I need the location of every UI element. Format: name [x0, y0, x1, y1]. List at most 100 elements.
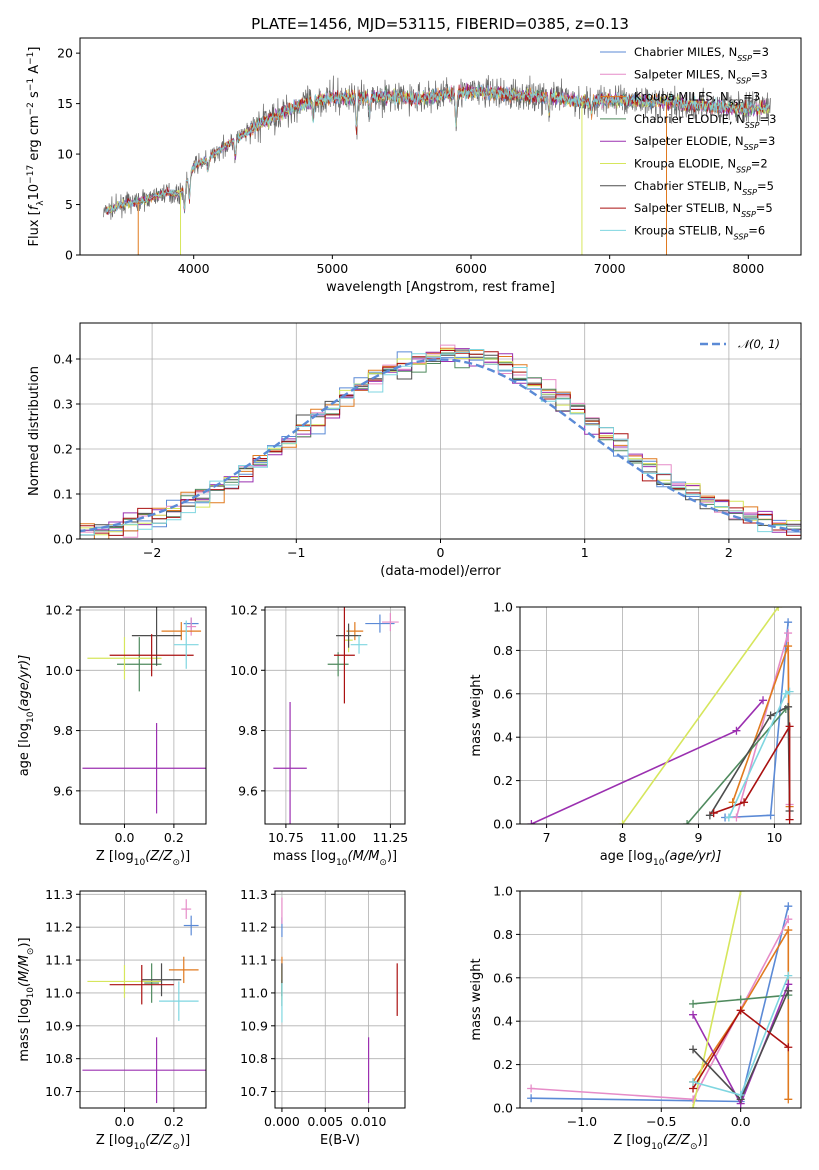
x-axis-label-part: ⊙ [172, 858, 180, 868]
x-axis-label-part: (M/M [348, 849, 380, 864]
x-axis-label-part: Z [log [96, 849, 134, 864]
normal-curve [80, 358, 801, 533]
y-axis-label-part: ⊙ [26, 948, 36, 956]
y-tick-label: 11.0 [240, 985, 268, 1000]
legend-entry: Kroupa STELIB, NSSP=6 [634, 223, 765, 241]
y-tick-label: 1.0 [493, 600, 513, 615]
x-axis-label-part: age [log [600, 849, 653, 864]
x-axis-label: Z [log10(Z/Z⊙)] [96, 1133, 190, 1152]
mass-weight-marker [784, 1095, 793, 1104]
y-axis-label-part: ] [27, 47, 42, 52]
mass-weight-line-6 [709, 705, 791, 816]
x-tick-label: −0.5 [646, 1114, 676, 1129]
y-axis-label-part: age [log [17, 723, 32, 776]
legend-entry-part: SSP [744, 143, 759, 152]
x-tick-label: 0 [437, 545, 445, 560]
y-tick-label: 0.2 [53, 442, 73, 457]
mass-weight-marker [785, 722, 794, 731]
legend-entry-part: SSP [736, 165, 751, 174]
x-tick-label: −2 [143, 545, 161, 560]
mass-weight-line-5 [621, 607, 779, 824]
axes-frame [274, 890, 406, 1109]
mass-vs-metallicity-panel: 0.0 0.2 10.7 10.8 10.9 11.0 11.1 11.2 11.3 Z [log… [17, 887, 207, 1152]
y-axis-label: mass weight [469, 674, 484, 756]
y-tick-label: 0.6 [493, 686, 513, 701]
legend-entry-part: SSP [742, 187, 757, 196]
y-tick-label: 11.2 [45, 920, 73, 935]
legend-entry-part: Salpeter ELODIE, N [634, 134, 744, 148]
y-tick-label: 0.8 [493, 927, 513, 942]
spectrum-panel: 4000 5000 6000 7000 8000 0 5 10 15 20 wavelength [… [26, 37, 802, 295]
plot-area [527, 607, 794, 824]
mass-weight-line-1 [735, 632, 791, 818]
mass-weight-marker [784, 902, 793, 911]
legend-entry-part: =2 [751, 157, 768, 171]
y-tick-label: 5 [65, 197, 73, 212]
axes-frame [79, 890, 207, 1109]
y-axis-label-part: 10 [27, 184, 42, 201]
mass-weight-marker [766, 811, 775, 820]
mass-weight-marker [784, 629, 793, 638]
x-tick-label: −1 [287, 545, 305, 560]
x-axis-label: E(B-V) [320, 1133, 360, 1148]
mass-weight-marker [683, 820, 692, 824]
x-tick-label: 7000 [594, 261, 626, 276]
legend-entry: Kroupa MILES, NSSP=3 [634, 90, 760, 108]
x-tick-label: 0.010 [351, 1114, 387, 1129]
x-axis-label-part: (age/yr)] [664, 849, 721, 864]
legend-entry-part: =3 [758, 134, 775, 148]
legend-entry-part: Salpeter STELIB, N [634, 201, 741, 215]
y-axis-label: mass weight [469, 958, 484, 1040]
mass-weight-line-7 [713, 723, 791, 820]
legend-entry: Chabrier STELIB, NSSP=5 [634, 179, 774, 197]
mass-weight-marker [689, 1010, 698, 1019]
plot-area [103, 75, 771, 255]
legend-entry: Kroupa ELODIE, NSSP=2 [634, 157, 768, 175]
x-axis-label-part: 10 [651, 1142, 663, 1152]
y-axis-label-part: 10 [26, 711, 36, 723]
y-tick-label: 0.1 [53, 487, 73, 502]
x-axis-label-part: 10 [134, 1142, 146, 1152]
x-tick-label: 10.75 [268, 830, 304, 845]
y-axis-label: mass [log10(M/M⊙)] [17, 937, 36, 1061]
y-tick-label: 9.6 [53, 783, 73, 798]
y-tick-label: 0.4 [53, 352, 73, 367]
y-tick-label: 0.8 [493, 643, 513, 658]
age-vs-mass-panel: 10.75 11.00 11.25 9.6 9.8 10.0 10.2 mass [log10… [230, 603, 408, 868]
x-axis-label-part: 10 [336, 858, 348, 868]
legend-entry-part: SSP [737, 54, 752, 63]
plot-area [527, 891, 793, 1108]
y-axis-label: Normed distribution [27, 366, 42, 496]
mass-weight-marker [736, 891, 745, 895]
y-tick-label: 10 [57, 147, 73, 162]
mass-weight-marker [689, 999, 698, 1008]
mass-weight-marker [689, 1104, 698, 1108]
spectrum-line-8 [105, 84, 770, 213]
mass-vs-ebv-panel: 0.000 0.005 0.010 10.7 10.8 10.9 11.0 11.1 11.2 1… [240, 887, 406, 1148]
x-axis-label-part: (Z/Z [145, 849, 173, 864]
x-axis-label: mass [log10(M/M⊙)] [273, 849, 397, 868]
mass-weight-marker [784, 618, 793, 627]
y-axis-label-part: mass [log [17, 998, 32, 1061]
y-axis-label-part: 10 [26, 987, 36, 999]
plot-area [281, 897, 398, 1104]
x-tick-label: 7 [543, 830, 551, 845]
x-tick-label: 2 [725, 545, 733, 560]
x-tick-label: 0.2 [164, 830, 184, 845]
mass-weight-marker [689, 1077, 698, 1086]
y-axis-label-part: )] [17, 937, 32, 947]
x-axis-label-part: ⊙ [379, 858, 387, 868]
age-vs-metallicity-panel: 0.0 0.29.69.810.010.2Z [log10(Z/Z⊙)]age [… [17, 603, 207, 868]
x-axis-label-part: )] [180, 849, 190, 864]
legend-entry: Chabrier ELODIE, NSSP=3 [634, 112, 776, 129]
x-tick-label: 0.000 [264, 1114, 300, 1129]
x-tick-label: 4000 [178, 261, 210, 276]
plot-area [82, 899, 206, 1104]
mass-weight-marker [785, 815, 794, 824]
mass-weight-vs-metallicity-panel: −1.0 −0.5 0.0 0.0 0.2 0.4 0.6 0.8 1.0 Z [log10(Z/… [469, 884, 802, 1152]
y-tick-label: 11.1 [240, 953, 268, 968]
y-axis-label-part: −1 [26, 52, 36, 65]
y-axis-label-part: λ [36, 200, 46, 206]
